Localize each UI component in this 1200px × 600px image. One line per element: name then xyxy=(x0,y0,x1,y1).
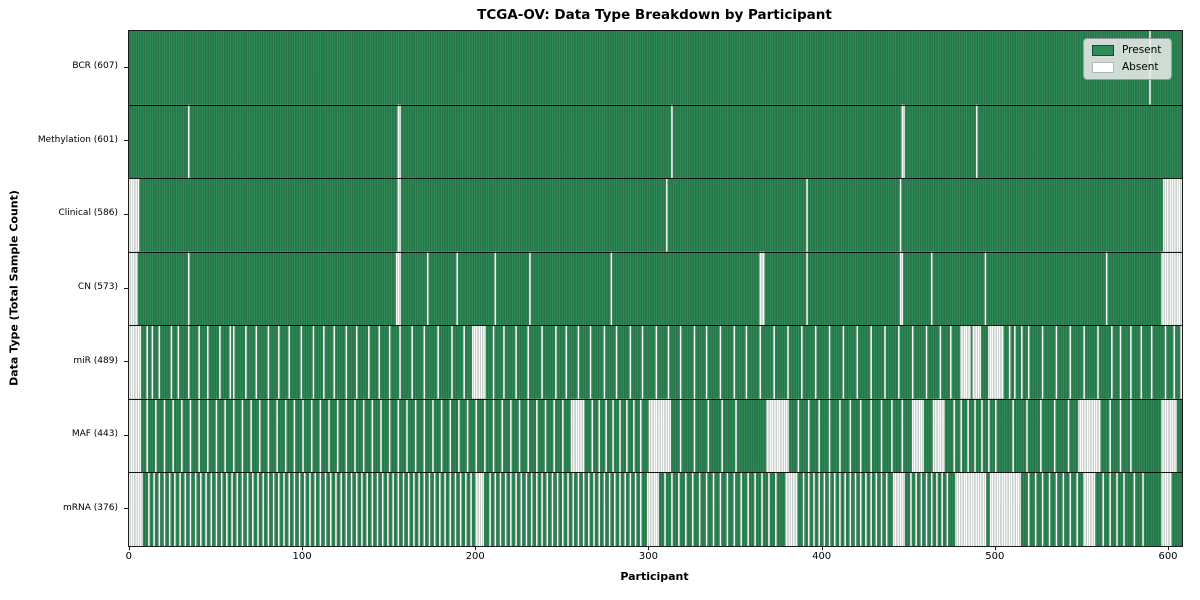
legend-label-present: Present xyxy=(1122,44,1162,56)
x-tick-label: 200 xyxy=(465,551,485,562)
y-tick xyxy=(124,361,128,363)
x-tick xyxy=(994,546,996,550)
y-tick-label: miR (489) xyxy=(73,355,118,366)
y-tick-label: BCR (607) xyxy=(72,61,118,72)
y-tick xyxy=(124,213,128,215)
y-tick-label: mRNA (376) xyxy=(63,502,118,513)
y-tick-label: MAF (443) xyxy=(71,429,118,440)
y-tick xyxy=(124,508,128,510)
x-tick xyxy=(821,546,823,550)
legend-entry-present: Present xyxy=(1092,45,1161,56)
y-tick xyxy=(124,287,128,289)
x-tick xyxy=(648,546,650,550)
x-tick-label: 400 xyxy=(812,551,832,562)
y-tick xyxy=(124,140,128,142)
x-tick xyxy=(1168,546,1169,550)
x-tick xyxy=(128,546,130,550)
y-tick xyxy=(124,66,128,68)
y-tick-label: Methylation (601) xyxy=(37,134,118,145)
legend-label-absent: Absent xyxy=(1122,61,1159,73)
y-tick-label: CN (573) xyxy=(77,282,118,292)
y-tick xyxy=(124,434,128,436)
absent-swatch-icon xyxy=(1092,62,1114,73)
heatmap-canvas xyxy=(129,31,1182,546)
x-tick-label: 0 xyxy=(125,551,133,562)
y-tick-label: Clinical (586) xyxy=(58,208,118,219)
legend: Present Absent xyxy=(1083,38,1173,80)
x-axis-label: Participant xyxy=(620,570,689,583)
plot-area xyxy=(128,30,1183,547)
present-swatch-icon xyxy=(1092,45,1114,56)
x-tick-label: 100 xyxy=(292,551,312,562)
x-tick-label: 600 xyxy=(1158,551,1178,562)
x-tick xyxy=(302,546,304,550)
legend-entry-absent: Absent xyxy=(1092,62,1161,73)
x-tick xyxy=(475,546,477,550)
x-tick-label: 300 xyxy=(638,551,658,562)
chart-title: TCGA-OV: Data Type Breakdown by Particip… xyxy=(477,7,832,23)
x-tick-label: 500 xyxy=(985,551,1005,562)
